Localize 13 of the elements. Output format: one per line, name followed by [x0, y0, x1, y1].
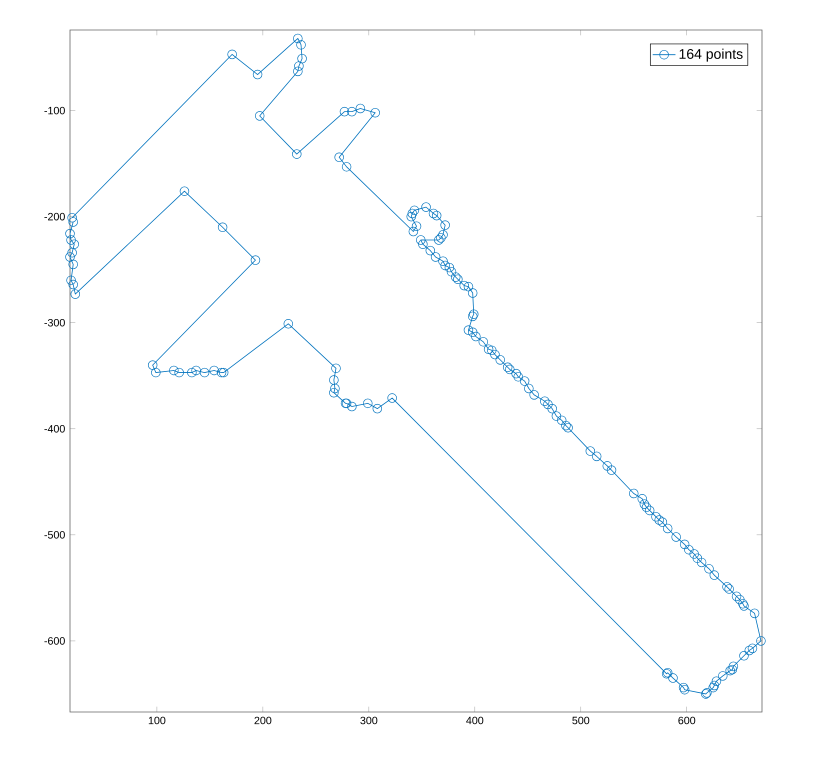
x-tick-label: 200: [254, 716, 272, 724]
x-tick-label: 600: [678, 716, 696, 724]
y-tick-label: -300: [44, 318, 65, 327]
x-tick-label: 400: [466, 716, 484, 724]
legend-label: 164 points: [680, 48, 743, 62]
y-tick-label: -400: [44, 425, 65, 433]
y-tick-label: -200: [44, 212, 65, 220]
y-tick-label: -500: [44, 531, 65, 539]
x-tick-label: 500: [572, 716, 590, 724]
x-tick-label: 100: [148, 716, 166, 724]
y-tick-label: -600: [44, 637, 65, 645]
x-tick-label: 300: [360, 716, 378, 724]
y-tick-label: -100: [44, 106, 65, 114]
